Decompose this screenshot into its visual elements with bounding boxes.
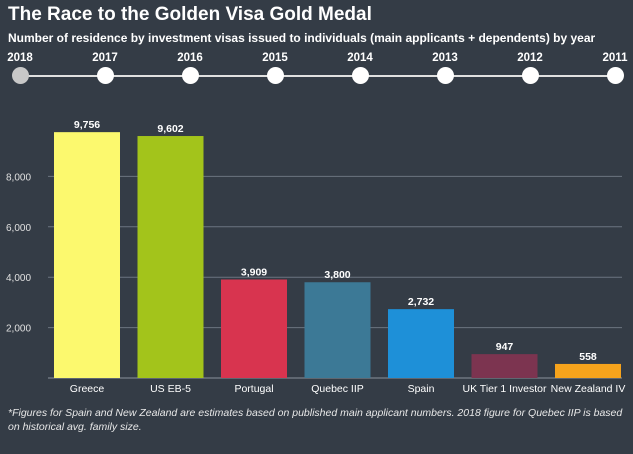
bar-value-label: 3,800 bbox=[324, 269, 350, 281]
chart-subtitle: Number of residence by investment visas … bbox=[8, 31, 596, 45]
x-tick-label: Greece bbox=[70, 383, 105, 395]
timeline-year-label: 2013 bbox=[432, 52, 458, 64]
timeline-dot[interactable] bbox=[266, 67, 284, 84]
timeline-year-label: 2015 bbox=[262, 52, 288, 64]
timeline-year-label: 2011 bbox=[602, 52, 628, 64]
bar-value-label: 558 bbox=[579, 351, 597, 363]
timeline-year-2018[interactable]: 2018 bbox=[0, 50, 40, 84]
x-tick-label: Spain bbox=[408, 383, 435, 395]
timeline-track bbox=[20, 75, 615, 77]
timeline-year-label: 2012 bbox=[517, 52, 543, 64]
bar-spain bbox=[388, 309, 454, 378]
timeline-year-2014[interactable]: 2014 bbox=[340, 50, 380, 84]
chart-title: The Race to the Golden Visa Gold Medal bbox=[8, 4, 372, 25]
bar-quebec-iip bbox=[304, 282, 371, 378]
timeline-dot[interactable] bbox=[606, 67, 624, 84]
timeline-dot[interactable] bbox=[351, 67, 369, 84]
x-tick-label: Portugal bbox=[234, 383, 273, 395]
timeline-year-2017[interactable]: 2017 bbox=[85, 50, 125, 84]
bar-chart: 2,000 4,000 6,000 8,000 9,756 Greece 9,602 US E… bbox=[6, 119, 626, 395]
timeline-year-2012[interactable]: 2012 bbox=[510, 50, 550, 84]
bar-value-label: 2,732 bbox=[408, 296, 434, 308]
timeline-dot[interactable] bbox=[11, 67, 29, 84]
year-timeline: 2018 2017 2016 2015 2014 2013 2012 2011 bbox=[0, 50, 633, 90]
bar-value-label: 3,909 bbox=[241, 266, 267, 278]
bar-portugal bbox=[221, 279, 287, 378]
x-tick-label: New Zealand IV bbox=[551, 383, 626, 395]
bar-value-label: 947 bbox=[496, 341, 514, 353]
x-tick-label: UK Tier 1 Investor bbox=[462, 383, 547, 395]
footnote: *Figures for Spain and New Zealand are e… bbox=[8, 407, 623, 433]
timeline-year-2015[interactable]: 2015 bbox=[255, 50, 295, 84]
timeline-dot[interactable] bbox=[96, 67, 114, 84]
bar-value-label: 9,756 bbox=[74, 119, 100, 131]
y-tick-label: 4,000 bbox=[6, 273, 31, 284]
x-tick-label: US EB-5 bbox=[150, 383, 191, 395]
y-tick-label: 2,000 bbox=[6, 324, 31, 335]
y-tick-label: 6,000 bbox=[6, 223, 31, 234]
bar-new-zealand-iv bbox=[555, 363, 621, 378]
timeline-year-2016[interactable]: 2016 bbox=[170, 50, 210, 84]
timeline-year-2011[interactable]: 2011 bbox=[595, 50, 633, 84]
bar-value-label: 9,602 bbox=[157, 123, 183, 135]
timeline-dot[interactable] bbox=[521, 67, 539, 84]
timeline-dot[interactable] bbox=[181, 67, 199, 84]
timeline-year-label: 2018 bbox=[7, 52, 33, 64]
bar-uk-tier-1-investor bbox=[471, 354, 538, 378]
timeline-year-2013[interactable]: 2013 bbox=[425, 50, 465, 84]
y-tick-label: 8,000 bbox=[6, 172, 31, 183]
x-tick-label: Quebec IIP bbox=[311, 383, 364, 395]
timeline-year-label: 2017 bbox=[92, 52, 118, 64]
bar-us-eb-5 bbox=[137, 136, 204, 378]
bar-greece bbox=[54, 132, 120, 378]
timeline-dot[interactable] bbox=[436, 67, 454, 84]
timeline-year-label: 2014 bbox=[347, 52, 373, 64]
timeline-year-label: 2016 bbox=[177, 52, 203, 64]
